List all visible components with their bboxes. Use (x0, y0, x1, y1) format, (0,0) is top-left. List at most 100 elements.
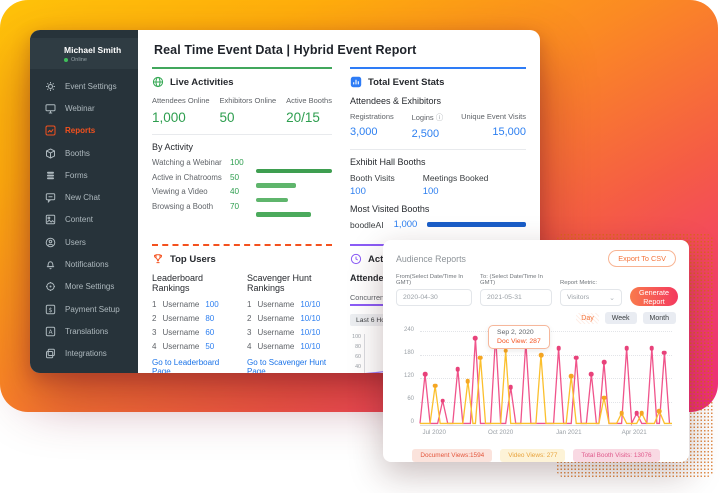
sidebar-item-label: More Settings (65, 282, 115, 292)
sidebar-item-forms[interactable]: Forms (30, 164, 138, 186)
report-metric-group: Report Metric: Visitors ⌄ (560, 280, 622, 306)
sidebar-item-integrations[interactable]: Integrations (30, 343, 138, 365)
stat-label: Attendees Online (152, 96, 210, 105)
chart-line-icon (45, 125, 56, 136)
rank-row: 3 Username 60 (152, 328, 215, 337)
booth-name: boodleAI (350, 219, 384, 230)
sidebar-item-reports[interactable]: Reports (30, 120, 138, 142)
sidebar-item-label: Webinar (65, 103, 95, 113)
sidebar-item-event-settings[interactable]: Event Settings (30, 75, 138, 97)
rank-row: 1 Username 10/10 (247, 300, 321, 309)
top-users-header: Top Users (152, 253, 332, 265)
stat-value: 1,000 (152, 110, 186, 125)
gridline (420, 378, 672, 379)
tooltip-date: Sep 2, 2020 (497, 329, 534, 336)
stat-meetings-booked: Meetings Booked 100 (423, 173, 489, 197)
scavenger-column: Scavenger Hunt Rankings 1 Username 10/10 2… (247, 273, 332, 373)
sidebar-item-label: Translations (65, 326, 109, 336)
trophy-icon (152, 253, 164, 265)
rank-row: 2 Username 10/10 (247, 314, 321, 323)
rank-row: 2 Username 80 (152, 314, 215, 323)
activity-bar (256, 197, 288, 203)
data-point (624, 345, 629, 351)
user-card[interactable]: Michael Smith Online (30, 38, 138, 69)
month-button[interactable]: Month (642, 312, 676, 324)
content-image-icon (45, 215, 56, 225)
cards-grid: Live Activities Attendees Online 1,000 E… (152, 67, 526, 373)
data-point (556, 345, 561, 351)
sidebar-item-booths[interactable]: Booths (30, 142, 138, 164)
stat-active-booths: Active Booths 20/15 (286, 96, 332, 125)
cube-icon (46, 147, 55, 159)
top-users-card: Top Users Leaderboard Rankings 1 Username… (152, 244, 332, 373)
stat-label: Exhibitors Online (219, 96, 277, 105)
panel-title: Audience Reports (396, 253, 466, 264)
export-csv-button[interactable]: Export To CSV (608, 250, 676, 267)
sidebar-item-label: Reports (65, 126, 96, 136)
sidebar-item-label: New Chat (65, 193, 101, 203)
sidebar-item-label: Content (65, 215, 94, 225)
data-point (589, 371, 594, 377)
chart-tooltip: Sep 2, 2020 Doc View: 287 (488, 325, 550, 349)
chevron-down-icon: ⌄ (609, 294, 615, 302)
user-circle-icon (45, 237, 56, 248)
column-title: Scavenger Hunt Rankings (247, 273, 312, 293)
rank-row: 3 Username 10/10 (247, 328, 321, 337)
activity-label: Browsing a Booth (152, 201, 214, 211)
data-point (503, 348, 508, 353)
live-activities-card: Live Activities Attendees Online 1,000 E… (152, 67, 332, 230)
sidebar-item-webinar[interactable]: Webinar (30, 97, 138, 119)
scavenger-link[interactable]: Go to Scavenger Hunt Page (247, 358, 327, 373)
legend-video-views[interactable]: Video Views: 277 (500, 449, 566, 462)
sidebar-item-translations[interactable]: A Translations (30, 320, 138, 342)
gridline (420, 401, 672, 403)
sidebar-item-more-settings[interactable]: More Settings (30, 276, 138, 298)
chart-x-axis: Jul 2020 Oct 2020 Jan 2021 Apr 2021 (422, 429, 647, 436)
sidebar-item-label: Booths (65, 148, 90, 158)
day-button[interactable]: Day (576, 312, 599, 324)
stat-label: Registrations (350, 112, 394, 121)
legend-total-booth-visits[interactable]: Total Booth Visits: 13076 (573, 449, 660, 462)
tooltip-value: Doc View: 287 (497, 338, 541, 345)
to-date-input[interactable]: 2021-05-31 (480, 289, 552, 306)
from-date-input[interactable]: 2020-04-30 (396, 289, 472, 306)
settings-dial-icon (46, 282, 55, 292)
activity-bar (256, 212, 311, 217)
week-button[interactable]: Week (604, 312, 637, 324)
legend-document-views[interactable]: Document Views:1594 (412, 449, 493, 462)
audience-reports-panel: Audience Reports Export To CSV From(Sele… (383, 240, 689, 462)
activity-row: Watching a Webinar 100 (152, 158, 332, 174)
rank-row: 4 Username 50 (152, 342, 215, 351)
sidebar-item-payment-setup[interactable]: $ Payment Setup (30, 298, 138, 320)
stat-value: 3,000 (350, 126, 378, 138)
report-form: From(Select Date/Time In GMT) 2020-04-30… (396, 274, 678, 306)
rank-row: 4 Username 10/10 (247, 342, 321, 351)
generate-report-button[interactable]: Generate Report (630, 287, 678, 306)
report-metric-label: Report Metric: (560, 280, 597, 286)
stat-value: 2,500 (411, 128, 440, 140)
rankings-columns: Leaderboard Rankings 1 Username 100 2 Usern… (152, 273, 332, 373)
data-point (473, 335, 478, 341)
translate-square-icon: A (45, 326, 56, 337)
most-visited-title: Most Visited Booths (350, 204, 430, 214)
attendees-section-title: Attendees: (350, 273, 397, 283)
data-point (422, 371, 428, 377)
gear-icon (46, 81, 55, 91)
activity-bar (256, 168, 332, 174)
leaderboard-column: Leaderboard Rankings 1 Username 100 2 Usern… (152, 273, 237, 373)
booth-bar (427, 222, 526, 227)
data-point (601, 395, 607, 400)
activity-row: Browsing a Booth 70 (152, 201, 332, 217)
sidebar-item-content[interactable]: Content (30, 209, 138, 231)
sidebar-item-notifications[interactable]: Notifications (30, 253, 138, 275)
stat-value: 50 (219, 110, 235, 125)
sidebar-item-new-chat[interactable]: New Chat (30, 186, 138, 208)
info-icon[interactable]: ⓘ (435, 113, 444, 122)
bar-chart-icon (350, 76, 362, 88)
leaderboard-link[interactable]: Go to Leaderboard Page (152, 358, 220, 373)
data-point (657, 408, 662, 414)
report-metric-select[interactable]: Visitors ⌄ (560, 289, 622, 306)
stat-value: 15,000 (492, 126, 526, 138)
sidebar-item-users[interactable]: Users (30, 231, 138, 253)
data-point (662, 350, 667, 355)
